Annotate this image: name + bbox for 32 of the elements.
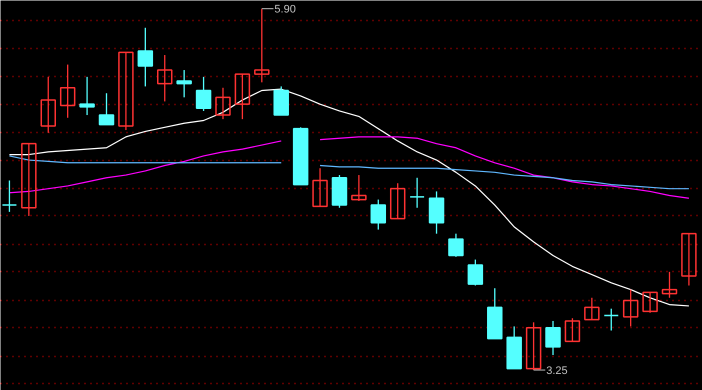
candlestick (526, 322, 542, 371)
candlestick (409, 177, 425, 208)
candlestick (60, 64, 76, 118)
candlestick (98, 92, 114, 126)
candlestick (584, 297, 600, 320)
candlestick (468, 258, 484, 286)
candlestick (40, 76, 56, 134)
candlestick (215, 87, 231, 120)
candlestick (370, 198, 386, 230)
candlestick (604, 308, 619, 332)
annotation: 5.90 (274, 4, 296, 16)
candlestick (351, 174, 367, 202)
candlestick (234, 73, 250, 120)
candlestick (642, 292, 658, 314)
candlestick (2, 180, 18, 213)
candlestick (622, 288, 638, 328)
candlestick (564, 318, 580, 342)
candlestick (21, 142, 37, 217)
candlestick (681, 232, 697, 286)
annotation: 3.25 (546, 365, 568, 378)
candlestick (118, 52, 134, 131)
candlestick (448, 233, 464, 258)
candlestick (545, 320, 561, 356)
candlestick (390, 182, 406, 220)
candlestick (312, 168, 328, 208)
candlestick (196, 76, 212, 112)
candlestick (662, 271, 678, 298)
candlestick (254, 8, 270, 83)
candlestick (79, 76, 95, 116)
candlestick (176, 69, 192, 98)
candlestick (157, 54, 172, 102)
candlestick (138, 27, 154, 88)
